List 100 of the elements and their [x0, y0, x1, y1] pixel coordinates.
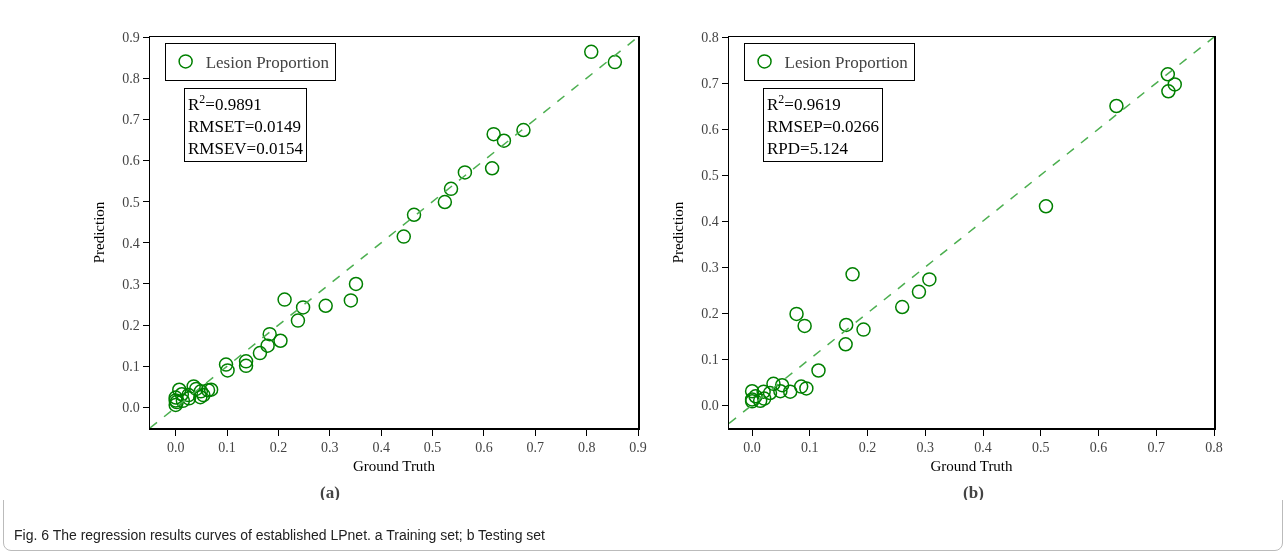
y-tick-label: 0.3 — [701, 259, 719, 275]
y-axis-title: Prediction — [669, 201, 686, 264]
point — [607, 54, 623, 70]
annotation: RMSET=0.0149 — [188, 117, 302, 137]
point — [260, 338, 275, 353]
x-tick-label: 0.8 — [1205, 440, 1223, 456]
x-tick-label: 0.0 — [166, 440, 185, 456]
y-tick-label: 0.4 — [122, 235, 140, 251]
point — [748, 389, 763, 404]
annotation: R$^{2}$=0.9891 — [188, 92, 262, 115]
point — [220, 363, 235, 378]
legend-label: Lesion Proportion — [205, 53, 330, 73]
point — [181, 391, 197, 406]
x-tick-label: 0.3 — [321, 440, 339, 456]
y-tick-label: 0.3 — [122, 276, 140, 292]
x-axis-title: Ground Truth — [930, 458, 1014, 475]
point — [756, 391, 772, 406]
point — [252, 345, 268, 361]
y-tick-label: 0.7 — [701, 75, 719, 91]
point — [1161, 84, 1176, 99]
point — [486, 126, 501, 142]
point — [262, 326, 277, 342]
point — [1109, 98, 1124, 114]
point — [516, 122, 531, 138]
point — [437, 194, 453, 210]
point — [193, 384, 209, 399]
x-tick-label: 0.1 — [218, 440, 236, 456]
point — [774, 377, 790, 393]
x-tick-label: 0.7 — [526, 440, 545, 456]
point — [756, 384, 771, 399]
point — [318, 298, 333, 313]
point — [343, 293, 359, 308]
point — [773, 383, 788, 399]
point — [797, 318, 812, 334]
point — [238, 358, 254, 374]
x-tick-label: 0.6 — [475, 440, 493, 456]
point — [845, 267, 860, 282]
point — [793, 379, 809, 394]
point — [856, 322, 871, 337]
legend-label: Lesion Proportion — [784, 53, 909, 73]
point — [406, 207, 422, 223]
point — [584, 44, 599, 60]
point — [172, 382, 187, 397]
point — [277, 292, 292, 307]
point — [782, 384, 798, 399]
point — [894, 299, 910, 315]
point — [1167, 77, 1182, 92]
point — [922, 272, 937, 287]
point — [457, 165, 473, 180]
x-tick-label: 0.3 — [916, 440, 935, 456]
y-tick-label: 0.5 — [701, 167, 719, 183]
y-tick-label: 0.6 — [122, 153, 140, 169]
point — [811, 363, 826, 378]
y-axis-title: Prediction — [90, 201, 107, 264]
x-axis-title: Ground Truth — [352, 458, 436, 475]
y-tick-label: 0.8 — [122, 71, 140, 87]
point — [789, 306, 804, 322]
point — [273, 333, 288, 348]
x-tick-label: 0.4 — [372, 440, 390, 456]
point — [911, 284, 927, 300]
x-tick-label: 0.7 — [1147, 440, 1166, 456]
annotation: RMSEP=0.0266 — [767, 117, 880, 137]
x-tick-label: 0.9 — [629, 440, 647, 456]
point — [838, 317, 854, 333]
point — [799, 381, 814, 396]
x-tick-label: 0.5 — [1032, 440, 1050, 456]
point — [348, 276, 364, 292]
point — [290, 313, 306, 328]
point — [295, 300, 311, 315]
y-tick-label: 0.2 — [122, 318, 140, 334]
point — [175, 393, 191, 409]
point — [766, 376, 781, 392]
point — [1038, 199, 1054, 214]
y-tick-label: 0.0 — [122, 400, 140, 416]
point — [396, 229, 412, 244]
point — [174, 387, 190, 402]
x-tick-label: 0.2 — [858, 440, 877, 456]
x-tick-label: 0.4 — [974, 440, 992, 456]
y-tick-label: 0.0 — [701, 397, 719, 413]
annotation: RPD=5.124 — [767, 139, 849, 159]
x-tick-label: 0.2 — [269, 440, 288, 456]
y-tick-label: 0.4 — [701, 213, 719, 229]
x-tick-label: 0.1 — [801, 440, 819, 456]
point — [238, 354, 254, 369]
y-tick-label: 0.1 — [701, 351, 719, 367]
point — [838, 337, 853, 352]
point — [181, 387, 196, 403]
y-tick-label: 0.8 — [701, 29, 719, 45]
y-tick-label: 0.7 — [122, 112, 140, 128]
point — [762, 385, 778, 401]
caption: Fig. 6 The regression results curves of established LPnet. a Training set; b Testing set — [14, 527, 545, 543]
x-tick-label: 0.8 — [577, 440, 596, 456]
point — [744, 383, 760, 399]
y-tick-label: 0.9 — [122, 29, 140, 45]
y-tick-label: 0.1 — [122, 359, 140, 375]
point — [496, 133, 512, 148]
point — [484, 161, 500, 176]
y-tick-label: 0.2 — [701, 305, 719, 321]
x-tick-label: 0.0 — [743, 440, 761, 456]
annotation: R$^{2}$=0.9619 — [767, 92, 841, 115]
